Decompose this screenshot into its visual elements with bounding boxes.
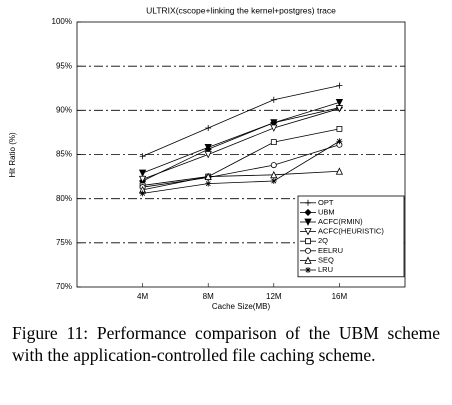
legend-label: SEQ [318,255,334,264]
series-line [142,170,340,191]
marker [270,162,277,169]
legend-marker [304,208,312,216]
y-tick-label: 100% [52,17,72,26]
marker [139,190,146,197]
x-axis-label: Cache Size(MB) [212,302,271,311]
x-tick-label: 4M [137,292,148,301]
series-line [142,144,340,188]
chart-title: ULTRIX(cscope+linking the kernel+postgre… [146,5,336,15]
y-tick-label: 95% [56,61,72,70]
legend-label: LRU [318,265,333,274]
marker [205,125,212,131]
legend-label: 2Q [318,236,328,245]
y-axis-label: Hit Ratio (%) [8,132,17,178]
legend-label: EELRU [318,246,343,255]
marker [270,119,278,127]
y-tick-label: 70% [56,282,72,291]
marker [204,144,212,152]
marker [270,170,278,179]
x-tick-label: 8M [203,292,214,301]
marker [139,153,146,160]
y-tick-label: 90% [56,105,72,114]
legend-box [297,195,405,278]
series-line [142,85,340,157]
x-tick-label: 16M [332,292,348,301]
marker [138,169,147,177]
series-line [142,128,340,186]
legend-label: OPT [318,198,334,207]
x-tick-label: 12M [266,292,282,301]
legend-marker [304,247,311,254]
legend-label: ACFC(HEURISTIC) [318,227,384,236]
marker [336,125,343,132]
legend-marker [305,267,311,273]
series-line [142,140,340,194]
y-tick-label: 80% [56,194,72,203]
legend-marker [304,256,312,264]
marker [138,175,147,184]
marker [336,82,343,89]
chart: ULTRIX(cscope+linking the kernel+postgre… [8,5,406,311]
series-line [142,108,340,180]
marker [335,167,344,175]
marker [270,96,277,103]
legend-marker [305,199,311,206]
legend-label: ACFC(RMIN) [318,217,363,226]
marker [336,138,343,145]
legend-marker [304,218,312,226]
y-tick-label: 85% [56,150,72,159]
figure-caption: Figure 11: Performance comparison of the… [12,323,440,365]
series-line [142,107,340,182]
marker [270,178,277,184]
plot-frame [76,21,406,288]
marker [335,105,344,113]
series-line [142,102,340,174]
legend: OPTUBMACFC(RMIN)ACFC(HEURISTIC)2QEELRUSE… [297,195,405,278]
legend-marker [304,228,312,236]
marker [205,180,212,187]
legend-label: UBM [318,207,335,216]
y-tick-label: 75% [56,238,72,247]
marker [270,124,278,132]
legend-marker [305,238,311,245]
marker [204,151,212,159]
marker [270,139,277,146]
marker [335,98,344,107]
marker [204,172,212,180]
